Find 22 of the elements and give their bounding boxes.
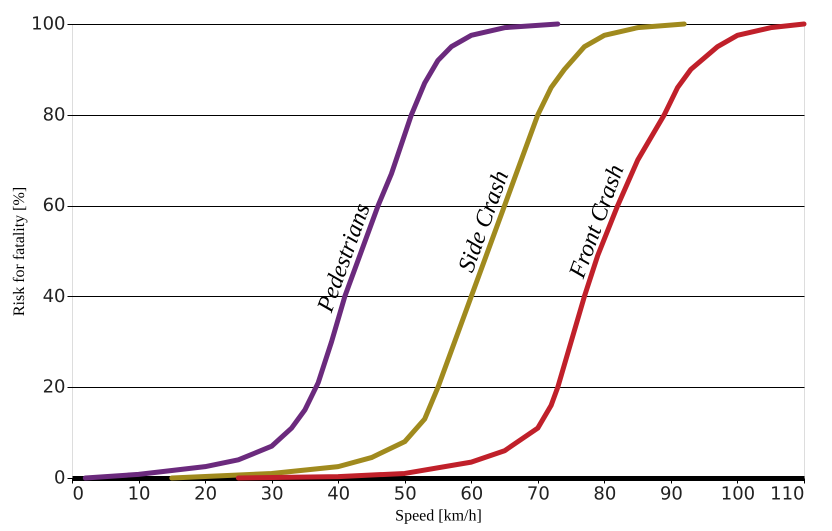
y-tick-label: 0: [54, 468, 66, 488]
x-tick-label: 90: [660, 484, 683, 504]
x-tick-label: 110: [770, 484, 804, 504]
x-tick-label: 50: [394, 484, 417, 504]
x-tick-label: 30: [260, 484, 284, 504]
y-tick-label: 20: [42, 376, 66, 398]
text: Front Crash: [564, 161, 630, 283]
x-tick-label: 70: [526, 484, 550, 504]
x-tick-label: 10: [128, 484, 150, 504]
x-axis-title: Speed [km/h]: [395, 508, 482, 524]
y-tick-label: 40: [42, 286, 66, 307]
x-tick-label: 0: [72, 484, 84, 504]
y-tick-label: 100: [31, 14, 66, 34]
x-tick-label: 60: [460, 484, 484, 504]
x-tick-label: 100: [720, 484, 756, 504]
y-axis-title: Risk for fatality [%]: [11, 186, 28, 316]
y-tick-label: 60: [42, 195, 66, 216]
y-tick-label: 80: [42, 104, 66, 126]
x-tick-label: 80: [593, 484, 616, 504]
text: Side Crash: [454, 167, 514, 276]
x-tick-label: 20: [194, 484, 218, 504]
x-tick-label: 40: [327, 484, 350, 504]
